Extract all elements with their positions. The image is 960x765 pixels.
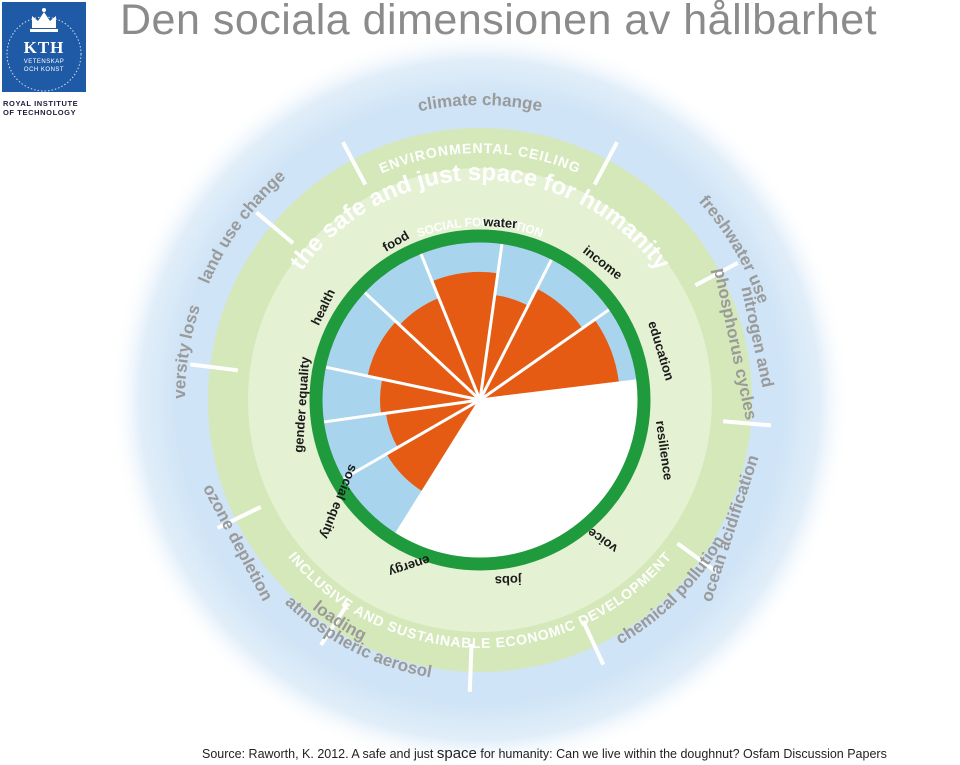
boundary-divider bbox=[467, 643, 474, 692]
wedge-divider bbox=[478, 241, 504, 401]
wedge-divider bbox=[323, 365, 481, 402]
shortfall-wedge bbox=[399, 298, 480, 400]
shortfall-wedge bbox=[432, 271, 498, 400]
source-text: Source: Raworth, K. 2012. A safe and jus… bbox=[202, 747, 437, 761]
boundary-divider bbox=[581, 620, 606, 666]
source-text: for humanity: Can we live within the dou… bbox=[476, 747, 887, 761]
wedge-divider bbox=[478, 256, 554, 401]
boundary-divider bbox=[189, 362, 239, 373]
logo-subtitle: VETENSKAP bbox=[23, 59, 65, 65]
boundary-divider bbox=[722, 419, 772, 428]
institute-name: OF TECHNOLOGY bbox=[3, 108, 77, 117]
wedge-divider bbox=[418, 251, 482, 401]
shortfall-wedge bbox=[386, 400, 480, 492]
boundary-divider bbox=[676, 541, 718, 574]
wedge-divider bbox=[479, 379, 639, 402]
gender-equality-label: gender equality bbox=[291, 355, 313, 453]
boundary-divider bbox=[341, 141, 368, 186]
kth-logo: KTH VETENSKAP OCH KONST bbox=[2, 2, 86, 92]
logo-subtitle: OCH KONST bbox=[23, 67, 65, 73]
shortfall-wedge bbox=[380, 379, 480, 414]
boundary-divider bbox=[216, 505, 262, 530]
source-emphasis: space bbox=[436, 745, 477, 762]
crown-icon bbox=[6, 8, 82, 92]
boundary-divider bbox=[694, 261, 739, 288]
wedge-divider bbox=[321, 398, 481, 424]
wedge-divider bbox=[340, 398, 481, 482]
boundary-divider bbox=[255, 210, 295, 245]
boundary-divider bbox=[319, 603, 349, 646]
outer-dividers bbox=[189, 141, 772, 692]
wedge-divider bbox=[361, 289, 482, 402]
jobs-label: jobs bbox=[495, 573, 523, 589]
wedge-divider bbox=[393, 399, 482, 537]
boundary-divider bbox=[592, 141, 619, 186]
water-label: water bbox=[482, 214, 518, 231]
wedge-divider bbox=[479, 306, 612, 402]
shortfall-wedge bbox=[367, 321, 480, 400]
wedge-spokes bbox=[321, 241, 639, 537]
source-citation: Source: Raworth, K. 2012. A safe and jus… bbox=[202, 745, 887, 762]
shortfall-wedge bbox=[480, 319, 619, 400]
shortfall-wedge bbox=[480, 288, 583, 400]
institute-name: ROYAL INSTITUTE bbox=[3, 99, 79, 108]
social-foundation-ring bbox=[309, 229, 651, 571]
logo-name: KTH bbox=[23, 38, 65, 57]
